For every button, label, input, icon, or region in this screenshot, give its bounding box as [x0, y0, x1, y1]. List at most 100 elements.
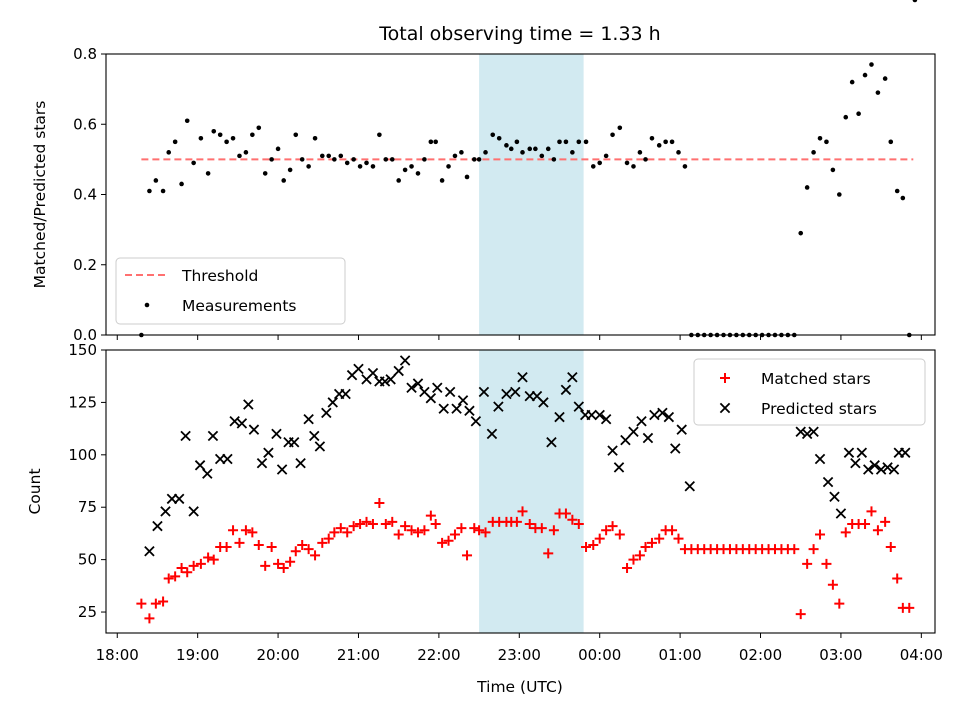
bottom-point [601, 525, 612, 536]
bottom-point [620, 434, 631, 446]
bottom-point [808, 426, 819, 437]
bottom-point [309, 430, 320, 442]
top-point [205, 171, 211, 176]
bottom-ytick-label: 100 [68, 446, 97, 464]
top-point [389, 157, 395, 162]
top-ytick-label: 0.6 [73, 115, 97, 133]
bottom-point [548, 525, 559, 536]
bottom-point [253, 539, 264, 550]
bottom-point [834, 598, 845, 609]
top-point [172, 139, 178, 145]
top-point [275, 146, 281, 152]
top-point [590, 164, 596, 169]
top-point [637, 150, 643, 155]
bottom-point [538, 397, 549, 408]
top-point [312, 136, 318, 141]
bottom-point [176, 563, 187, 574]
bottom-point [342, 527, 353, 538]
bottom-point [613, 462, 625, 473]
top-point [415, 171, 421, 176]
top-point [514, 139, 520, 145]
bottom-point [317, 537, 328, 548]
top-point [409, 164, 414, 169]
bottom-point [353, 363, 364, 375]
bottom-point [801, 428, 813, 440]
top-point [422, 157, 427, 162]
top-point [344, 160, 350, 166]
bottom-point [234, 537, 245, 548]
bottom-point [278, 563, 289, 574]
top-point [396, 178, 401, 183]
bottom-point [646, 537, 657, 548]
top-point [643, 157, 648, 162]
bottom-point [367, 518, 378, 529]
bottom-point [840, 527, 851, 538]
bottom-point [789, 544, 800, 555]
top-point [476, 157, 482, 162]
bottom-series-0 [136, 498, 915, 624]
bottom-point [136, 598, 147, 609]
bottom-point [443, 535, 454, 546]
bottom-point [393, 365, 404, 377]
bottom-point [400, 521, 411, 532]
bottom-point [517, 506, 528, 517]
bottom-point [144, 546, 155, 557]
bottom-point [607, 521, 618, 532]
top-point [856, 111, 861, 117]
top-point [669, 139, 675, 145]
bottom-point [228, 525, 239, 536]
legend-threshold-label: Threshold [181, 267, 258, 285]
top-point [402, 167, 408, 173]
bottom-point [173, 493, 185, 505]
bottom-point [802, 558, 813, 569]
top-point [837, 192, 842, 197]
bottom-point [654, 533, 665, 544]
top-series-0 [139, 0, 918, 338]
top-point [597, 160, 603, 166]
xtick-label: 04:00 [900, 646, 943, 664]
top-point [624, 160, 630, 166]
top-point [888, 139, 894, 145]
legend-box [115, 257, 346, 325]
top-point [830, 167, 836, 173]
x-axis-title: Time (UTC) [476, 678, 563, 696]
top-point [490, 132, 496, 138]
bottom-point [207, 430, 219, 442]
bottom-point [361, 516, 372, 527]
bottom-point [885, 542, 896, 553]
bottom-point [594, 409, 605, 421]
xtick-label: 03:00 [819, 646, 862, 664]
top-legend: Threshold Measurements [115, 257, 346, 325]
bottom-point [835, 508, 847, 519]
top-point [576, 139, 582, 145]
bottom-point [814, 453, 826, 465]
top-point [804, 185, 810, 190]
bottom-point [628, 426, 639, 437]
bottom-point [588, 539, 599, 550]
bottom-series-1 [144, 355, 911, 557]
bottom-point [260, 560, 271, 571]
bottom-point [374, 498, 385, 509]
top-point [631, 164, 636, 169]
bottom-point [600, 413, 612, 425]
top-point [682, 164, 688, 169]
bottom-point [560, 508, 571, 519]
bottom-point [188, 506, 199, 517]
top-point [224, 139, 229, 145]
bottom-point [560, 384, 572, 396]
bottom-point [303, 413, 314, 425]
bottom-ytick-label: 150 [68, 341, 97, 359]
bottom-point [144, 613, 155, 624]
bottom-point [449, 529, 460, 540]
top-point [281, 178, 287, 183]
bottom-point [663, 411, 675, 423]
bottom-point [888, 464, 900, 475]
top-point [912, 0, 918, 3]
bottom-point [150, 598, 161, 609]
bottom-point [673, 533, 684, 544]
top-point [377, 132, 382, 138]
xtick-label: 23:00 [498, 646, 541, 664]
bottom-point [438, 403, 449, 414]
bottom-point [412, 527, 423, 538]
bottom-point [581, 542, 592, 553]
